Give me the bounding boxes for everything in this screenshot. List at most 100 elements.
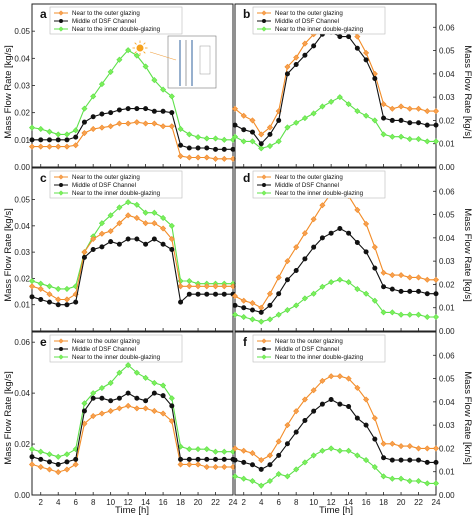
legend-label: Middle of DSF Channel xyxy=(72,346,136,353)
data-point-outer xyxy=(133,119,140,126)
data-point-middle xyxy=(64,302,70,308)
data-point-middle xyxy=(302,417,308,423)
data-point-middle xyxy=(55,137,61,143)
data-point-middle xyxy=(55,461,61,467)
data-point-outer xyxy=(28,143,36,150)
y-tick-label: 0.00 xyxy=(439,491,455,500)
data-point-outer xyxy=(177,461,184,468)
data-point-middle xyxy=(81,254,87,260)
data-point-middle xyxy=(134,395,140,401)
data-point-inner xyxy=(203,135,210,142)
panel-frame xyxy=(234,3,437,168)
data-point-middle xyxy=(232,122,238,128)
data-point-inner xyxy=(293,466,300,473)
data-point-middle xyxy=(328,397,334,403)
data-point-middle xyxy=(160,393,166,399)
legend-label: Middle of DSF Channel xyxy=(275,182,339,189)
data-point-inner xyxy=(284,473,291,480)
data-point-inner xyxy=(249,138,256,145)
data-point-middle xyxy=(311,408,317,414)
data-point-outer xyxy=(98,124,105,131)
legend-label: Middle of DSF Channel xyxy=(275,18,339,25)
panel-letter: c xyxy=(40,171,47,185)
x-tick-label: 16 xyxy=(159,498,168,507)
legend-marker xyxy=(58,10,64,16)
data-point-outer xyxy=(240,297,247,304)
data-point-outer xyxy=(328,373,335,380)
data-point-inner xyxy=(195,134,202,141)
legend-label: Near to the outer glazing xyxy=(275,338,343,345)
legend-box xyxy=(49,334,183,363)
y-tick-label: 0.03 xyxy=(14,82,30,91)
data-point-middle xyxy=(433,122,439,128)
data-point-middle xyxy=(186,145,192,151)
data-point-middle xyxy=(267,462,273,468)
data-point-inner xyxy=(186,446,193,453)
data-point-outer xyxy=(354,384,361,391)
data-point-inner xyxy=(249,316,256,323)
data-point-outer xyxy=(46,466,53,473)
y-tick-label: 0.02 xyxy=(439,444,455,453)
data-point-inner xyxy=(284,124,291,131)
data-point-middle xyxy=(81,408,87,414)
data-point-middle xyxy=(99,244,105,250)
data-point-inner xyxy=(240,314,247,321)
data-point-inner xyxy=(406,136,413,143)
panel-d: 0.000.010.020.030.040.050.06d Near to the… xyxy=(231,167,455,336)
data-point-inner xyxy=(398,475,405,482)
data-point-middle xyxy=(311,244,317,250)
data-point-middle xyxy=(354,240,360,246)
data-point-middle xyxy=(186,291,192,297)
data-point-inner xyxy=(160,214,167,221)
data-point-middle xyxy=(64,459,70,465)
data-point-inner xyxy=(275,471,282,478)
data-point-inner xyxy=(301,459,308,466)
data-point-middle xyxy=(363,249,369,255)
data-point-outer xyxy=(380,101,387,108)
data-point-middle xyxy=(354,45,360,51)
y-tick-label: 0.02 xyxy=(14,274,30,283)
data-point-outer xyxy=(363,49,370,56)
x-tick-label: 8 xyxy=(294,498,299,507)
data-point-outer xyxy=(319,202,326,209)
data-point-middle xyxy=(424,122,430,128)
data-point-outer xyxy=(284,258,291,265)
panel-a: 0.000.010.020.030.040.05a Near to the out… xyxy=(14,3,237,172)
data-point-inner xyxy=(266,316,273,323)
data-point-middle xyxy=(346,230,352,236)
legend-marker xyxy=(262,183,266,187)
y-axis-label-right-bottom: Mass Flow Rate [kn/s] xyxy=(462,371,473,464)
data-point-outer xyxy=(432,276,440,283)
data-point-outer xyxy=(310,387,317,394)
data-point-inner xyxy=(389,475,396,482)
data-point-inner xyxy=(415,478,422,485)
data-point-inner xyxy=(125,362,132,369)
data-point-middle xyxy=(125,236,131,242)
data-point-outer xyxy=(293,54,300,61)
data-point-middle xyxy=(372,265,378,271)
data-point-outer xyxy=(406,105,413,112)
data-point-inner xyxy=(258,145,265,152)
data-point-inner xyxy=(133,369,140,376)
legend-label: Near to the inner double-glazing xyxy=(275,26,364,33)
legend-box xyxy=(252,6,386,35)
legend-marker xyxy=(58,354,64,360)
data-point-inner xyxy=(151,77,158,84)
data-point-middle xyxy=(29,294,35,300)
data-point-middle xyxy=(284,441,290,447)
legend-label: Near to the outer glazing xyxy=(72,174,140,181)
data-point-inner xyxy=(266,143,273,150)
data-point-middle xyxy=(241,305,247,311)
data-point-middle xyxy=(249,462,255,468)
data-point-outer xyxy=(354,206,361,213)
data-point-inner xyxy=(328,445,335,452)
data-point-middle xyxy=(108,398,114,404)
data-point-outer xyxy=(168,418,175,425)
data-point-middle xyxy=(258,466,264,472)
data-point-inner xyxy=(221,136,228,143)
data-point-middle xyxy=(398,117,404,123)
data-point-outer xyxy=(151,220,158,227)
data-point-outer xyxy=(424,108,431,115)
sun-ray xyxy=(143,42,146,45)
data-point-inner xyxy=(354,286,361,293)
